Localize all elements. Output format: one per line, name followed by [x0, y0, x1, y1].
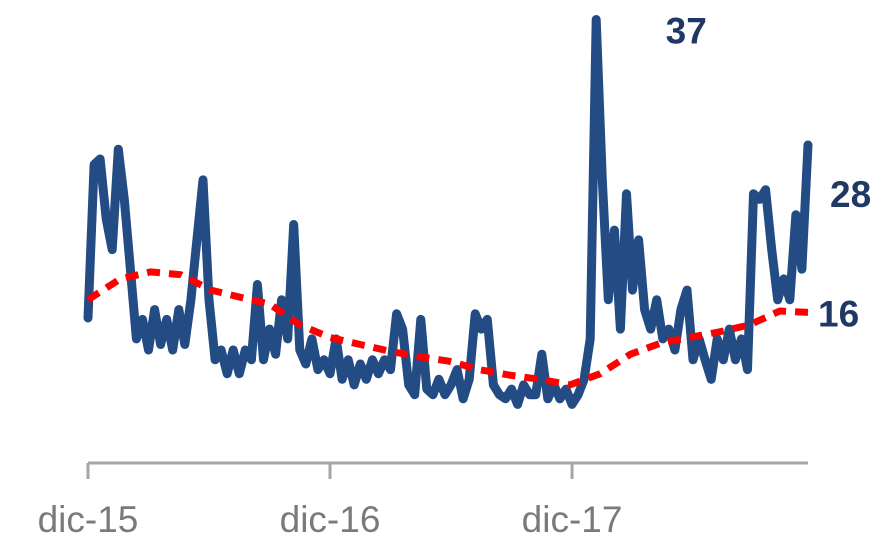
x-tick-label: dic-15 [38, 499, 139, 540]
data-label: 37 [666, 11, 707, 52]
moving-average-line [86, 268, 809, 389]
data-label: 16 [818, 293, 859, 334]
x-tick-label: dic-17 [522, 499, 623, 540]
x-tick-label: dic-16 [280, 499, 381, 540]
series-line [83, 15, 813, 409]
data-label: 28 [830, 174, 871, 215]
